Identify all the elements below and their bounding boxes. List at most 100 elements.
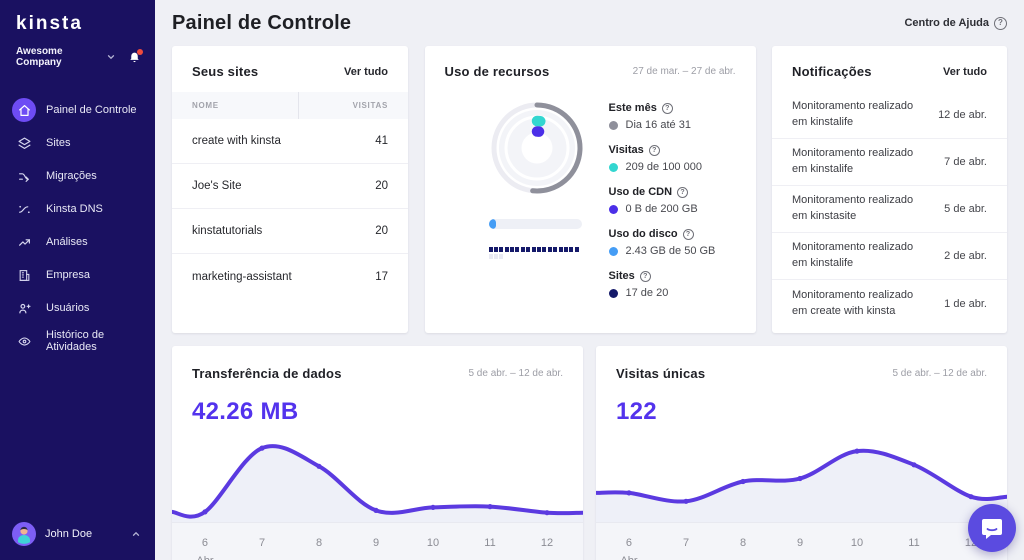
list-item[interactable]: Monitoramento realizado em create with k… <box>772 280 1007 327</box>
unique-visits-date-range: 5 de abr. – 12 de abr. <box>892 368 987 379</box>
legend-item: Uso de CDN? 0 B de 200 GB <box>608 186 756 215</box>
top-bar: Painel de Controle Centro de Ajuda ? <box>172 0 1007 46</box>
site-name: marketing-assistant <box>192 270 292 283</box>
users-icon <box>12 296 36 320</box>
notification-date: 12 de abr. <box>938 109 987 121</box>
site-square-used <box>493 247 498 252</box>
site-square-free <box>499 254 504 259</box>
question-circle-icon[interactable]: ? <box>677 186 689 198</box>
usage-donut-chart <box>489 100 585 201</box>
list-item[interactable]: Monitoramento realizado em kinstalife 2 d… <box>772 233 1007 280</box>
unique-visits-x-axis: 6789101112Abr <box>596 522 1007 560</box>
sidebar-item-kinsta-dns[interactable]: Kinsta DNS <box>0 193 155 225</box>
data-transfer-date-range: 5 de abr. – 12 de abr. <box>468 368 563 379</box>
column-header-visits: VISITAS <box>298 92 388 119</box>
legend-dot <box>608 120 618 130</box>
axis-tick: 10 <box>850 537 864 549</box>
notification-date: 5 de abr. <box>944 203 987 215</box>
sidebar: Kinsta Awesome Company Painel de Control… <box>0 0 155 560</box>
activity-icon <box>12 329 36 353</box>
legend-value-text: 209 de 100 000 <box>625 161 702 173</box>
list-item[interactable]: Monitoramento realizado em kinstalife 7 d… <box>772 139 1007 186</box>
site-square-free <box>488 254 493 259</box>
axis-tick: 8 <box>739 537 747 549</box>
site-visits: 17 <box>375 270 388 283</box>
sites-usage-squares <box>488 247 584 261</box>
table-row[interactable]: marketing-assistant 17 <box>172 254 408 299</box>
axis-tick: 7 <box>682 537 690 549</box>
notification-message: Monitoramento realizado em kinstasite <box>792 194 914 222</box>
sites-table-header: NOME VISITAS <box>172 92 408 119</box>
unique-visits-card: Visitas únicas 5 de abr. – 12 de abr. 12… <box>596 346 1007 560</box>
sites-icon <box>12 131 36 155</box>
notification-message: Monitoramento realizado em kinstalife <box>792 100 914 128</box>
sidebar-item-analytics[interactable]: Análises <box>0 226 155 258</box>
site-square-used <box>515 247 520 252</box>
legend-label: Uso de CDN? <box>609 186 756 198</box>
site-square-used <box>558 247 563 252</box>
sidebar-nav: Painel de Controle Sites Migrações Kinsta D… <box>0 94 155 358</box>
sites-view-all-link[interactable]: Ver tudo <box>343 65 388 78</box>
legend-label-text: Uso do disco <box>608 228 678 240</box>
sidebar-item-label: Histórico de Atividades <box>46 329 105 353</box>
sidebar-item-migrations[interactable]: Migrações <box>0 160 155 192</box>
notification-message: Monitoramento realizado em kinstalife <box>792 241 914 269</box>
chevron-up-icon[interactable] <box>131 529 141 539</box>
table-row[interactable]: Joe's Site 20 <box>172 164 408 209</box>
sidebar-item-label: Sites <box>46 137 71 149</box>
question-circle-icon[interactable]: ? <box>648 144 660 156</box>
help-center-link[interactable]: Centro de Ajuda ? <box>904 16 1007 30</box>
data-transfer-total: 42.26 MB <box>192 398 299 425</box>
sidebar-item-label: Kinsta DNS <box>46 203 103 215</box>
sidebar-item-company[interactable]: Empresa <box>0 259 155 291</box>
company-switcher[interactable]: Awesome Company <box>0 44 155 68</box>
notifications-title: Notificações <box>792 64 872 79</box>
notification-date: 7 de abr. <box>944 156 987 168</box>
legend-value: 17 de 20 <box>608 287 756 299</box>
site-name: kinstatutorials <box>192 225 263 237</box>
axis-tick: 6 <box>201 537 209 549</box>
sidebar-item-activity-log[interactable]: Histórico de Atividades <box>0 325 155 357</box>
top-cards-row: Seus sites Ver tudo NOME VISITAS create … <box>172 46 1007 333</box>
legend-value: 209 de 100 000 <box>608 161 756 173</box>
sidebar-item-label: Análises <box>46 236 88 248</box>
axis-tick: 10 <box>426 537 440 549</box>
chat-launcher-button[interactable] <box>968 504 1016 552</box>
notifications-card: Notificações Ver tudo Monitoramento real… <box>772 46 1007 333</box>
legend-item: Sites? 17 de 20 <box>608 270 756 299</box>
sidebar-item-dashboard[interactable]: Painel de Controle <box>0 94 155 126</box>
axis-tick: 9 <box>796 537 804 549</box>
question-circle-icon: ? <box>994 16 1007 30</box>
site-square-used <box>499 247 504 252</box>
table-row[interactable]: create with kinsta 41 <box>172 119 408 164</box>
question-circle-icon[interactable]: ? <box>661 102 673 114</box>
table-row[interactable]: kinstatutorials 20 <box>172 209 408 254</box>
site-square-used <box>569 247 574 252</box>
axis-tick: 8 <box>315 537 323 549</box>
notifications-bell-icon[interactable] <box>128 48 143 64</box>
legend-item: Visitas? 209 de 100 000 <box>608 144 756 173</box>
site-square-used <box>542 247 547 252</box>
site-square-used <box>563 247 568 252</box>
legend-value-text: 2.43 GB de 50 GB <box>625 245 716 257</box>
dns-icon <box>12 197 36 221</box>
sidebar-item-sites[interactable]: Sites <box>0 127 155 159</box>
list-item[interactable]: Monitoramento realizado em kinstasite 5 d… <box>772 186 1007 233</box>
user-menu[interactable]: John Doe <box>0 512 155 560</box>
list-item[interactable]: Monitoramento realizado em kinstalife 12 … <box>772 92 1007 139</box>
legend-value: 0 B de 200 GB <box>608 203 756 215</box>
site-square-used <box>553 247 558 252</box>
notifications-view-all-link[interactable]: Ver tudo <box>942 65 987 78</box>
chevron-down-icon[interactable] <box>106 52 116 62</box>
question-circle-icon[interactable]: ? <box>682 228 694 240</box>
axis-month-label: Abr <box>196 555 213 560</box>
notification-message: Monitoramento realizado em create with k… <box>792 288 914 317</box>
axis-tick: 11 <box>908 537 920 549</box>
sidebar-item-label: Migrações <box>46 170 97 182</box>
question-circle-icon[interactable]: ? <box>639 270 651 282</box>
site-square-used <box>520 247 525 252</box>
sites-table-body: create with kinsta 41 Joe's Site 20 kinstatu… <box>172 119 408 299</box>
legend-value-text: 17 de 20 <box>625 287 669 299</box>
sidebar-item-users[interactable]: Usuários <box>0 292 155 324</box>
